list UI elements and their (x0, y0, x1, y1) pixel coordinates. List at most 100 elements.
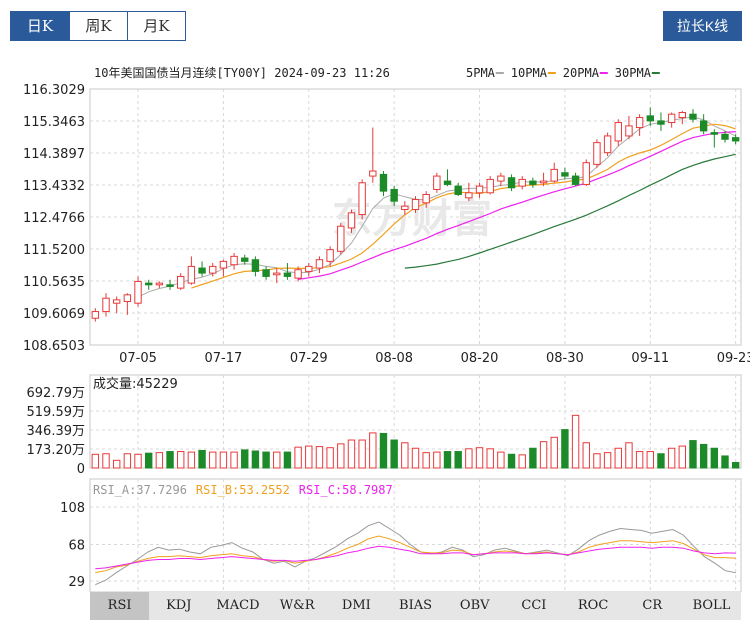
ma-legend: 5PMA 10PMA 20PMA 30PMA (466, 66, 660, 80)
ma-legend-swatch (547, 72, 556, 74)
volume-bar (699, 443, 708, 469)
volume-bar (635, 451, 644, 469)
indicator-tab-kdj[interactable]: KDJ (166, 598, 192, 613)
candle-body (422, 193, 430, 204)
candle (571, 172, 580, 187)
candle (646, 107, 654, 126)
price-tick-label: 112.4766 (23, 211, 85, 226)
candle (614, 119, 622, 146)
ma-legend-label: 5PMA (466, 66, 496, 80)
candle-body (721, 133, 729, 140)
candle-body (198, 267, 206, 274)
candle (411, 196, 420, 213)
candle (305, 263, 313, 277)
candle (315, 256, 324, 274)
candle (390, 186, 398, 207)
volume-bar (529, 447, 537, 469)
candle (625, 115, 633, 140)
candle (550, 162, 558, 183)
indicator-tab-obv[interactable]: OBV (459, 598, 490, 613)
candle-body (411, 198, 420, 211)
chart-title: 10年美国国债当月连续[TY00Y] 2024-09-23 11:26 (94, 65, 390, 80)
ma20-line (298, 131, 736, 280)
rsi-grid (90, 479, 741, 592)
candle-body (177, 275, 185, 289)
candle-body (315, 259, 324, 269)
candle-body (358, 182, 366, 216)
indicator-tab-rsi[interactable]: RSI (90, 592, 150, 620)
candle-body (347, 212, 356, 229)
candle (177, 273, 185, 290)
candle (518, 176, 526, 190)
candle-body (219, 260, 228, 269)
candle-body (539, 180, 548, 184)
candle-body (657, 120, 665, 125)
rsi-tick-label: 108 (60, 501, 85, 516)
candle-body (209, 265, 217, 274)
rsi-tick-label: 29 (68, 575, 85, 590)
candle-body (486, 178, 494, 194)
volume-bar (347, 439, 356, 469)
candle (369, 127, 377, 183)
candle-body (699, 120, 708, 132)
candle-body (475, 185, 484, 194)
candle (454, 182, 462, 197)
candle (433, 172, 441, 193)
volume-bar (433, 451, 441, 469)
kline-chart: 10年美国国债当月连续[TY00Y] 2024-09-23 11:26 5PMA… (23, 65, 750, 592)
candle (678, 110, 687, 125)
period-tab-monthly[interactable]: 月K (127, 12, 185, 40)
rsi-legend: RSI_A:37.7296 RSI_B:53.2552 RSI_C:58.7987 (93, 483, 393, 497)
candle-body (294, 269, 302, 279)
candle-body (144, 282, 153, 286)
candle (326, 246, 334, 267)
price-tick-label: 115.3463 (23, 115, 85, 130)
volume-bar (166, 451, 174, 469)
candle-body (230, 255, 238, 266)
candle (294, 266, 302, 282)
stretch-kline-button[interactable]: 拉长K线 (663, 11, 742, 41)
rsi-panel (89, 478, 742, 592)
price-tick-label: 111.5200 (23, 243, 85, 258)
volume-label: 成交量:45229 (93, 376, 178, 392)
candle (358, 179, 366, 220)
candle-body (582, 162, 590, 185)
volume-bar (177, 451, 185, 469)
volume-bar (411, 447, 420, 469)
candle (582, 159, 590, 187)
indicator-tab-wr[interactable]: W&R (279, 598, 315, 613)
period-tabs: 日K 周K 月K (10, 11, 186, 41)
candle-body (166, 284, 174, 287)
indicator-tab-bias[interactable]: BIAS (399, 598, 433, 613)
candle (710, 129, 719, 148)
candle (422, 191, 430, 208)
volume-bar (326, 447, 334, 469)
indicator-tab-boll[interactable]: BOLL (692, 598, 731, 613)
rsi-tick-label: 68 (68, 538, 85, 553)
period-tab-daily[interactable]: 日K (11, 12, 69, 40)
volume-bar (209, 451, 217, 469)
candle-body (262, 269, 270, 277)
volume-bar (305, 445, 313, 469)
period-tab-weekly[interactable]: 周K (69, 12, 127, 40)
candle-body (571, 175, 580, 185)
volume-bar (625, 442, 633, 469)
volume-bar (219, 451, 228, 469)
candle-body (593, 142, 601, 165)
volume-bar (123, 453, 132, 469)
indicator-tab-roc[interactable]: ROC (577, 598, 609, 613)
candle (401, 201, 409, 215)
indicator-tab-cr[interactable]: CR (642, 598, 663, 613)
volume-axis: 692.79万 519.59万 346.39万 173.20万 0 (27, 386, 86, 477)
indicator-tab-macd[interactable]: MACD (216, 598, 260, 613)
candle-body (731, 137, 740, 142)
candle-body (454, 185, 462, 195)
candle-body (443, 180, 452, 185)
candle (635, 114, 644, 136)
candle (603, 132, 612, 157)
indicator-tab-cci[interactable]: CCI (521, 598, 547, 613)
candle (283, 263, 292, 280)
indicator-tab-dmi[interactable]: DMI (341, 598, 371, 613)
volume-bar (230, 451, 238, 469)
candle-body (603, 135, 612, 154)
